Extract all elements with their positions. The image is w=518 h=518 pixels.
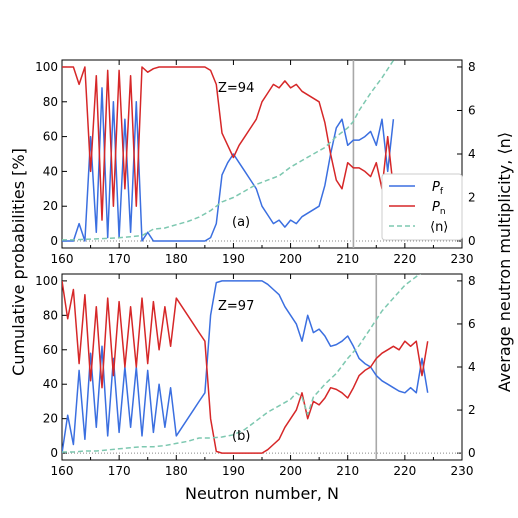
y-right-tick-label: 2: [468, 191, 476, 205]
x-tick-label: 170: [108, 464, 131, 478]
legend: Pf Pn ⟨n⟩: [381, 173, 463, 241]
x-tick-label: 190: [222, 464, 245, 478]
x-tick-label: 200: [279, 252, 302, 266]
y-tick-label: 80: [43, 308, 58, 322]
y-right-tick-label: 2: [468, 403, 476, 417]
x-tick-label: 210: [336, 252, 359, 266]
legend-box: [381, 173, 463, 241]
panel-label-b: (b): [232, 429, 250, 444]
annotation-z97: Z=97: [218, 299, 254, 314]
x-tick-label: 230: [451, 252, 474, 266]
series-line-pn: [62, 280, 429, 454]
y-tick-label: 60: [43, 343, 58, 357]
panel-a: 160 170 180 190 200 210 220 230 0 20 40 60 80 100 0 2 4 6…: [35, 59, 476, 266]
legend-label-n: ⟨n⟩: [430, 220, 448, 235]
y-axis-label-left: Cumulative probabilities [%]: [9, 148, 28, 376]
x-tick-label: 180: [165, 464, 188, 478]
x-tick-label: 200: [279, 464, 302, 478]
x-tick-label: 230: [451, 464, 474, 478]
panel-b: 160 170 180 190 200 210 220 230 0 20 40 60 80 100 0 2 4 6…: [35, 273, 476, 478]
panel-label-a: (a): [232, 215, 250, 230]
y-right-tick-label: 4: [468, 360, 476, 374]
y-tick-label: 40: [43, 164, 58, 178]
x-tick-label: 160: [51, 464, 74, 478]
x-tick-label: 210: [336, 464, 359, 478]
x-tick-label: 180: [165, 252, 188, 266]
y-tick-label: 0: [50, 234, 58, 248]
y-tick-label: 100: [35, 60, 58, 74]
legend-label-pf: Pf: [432, 180, 444, 197]
y-right-tick-label: 8: [468, 60, 476, 74]
x-tick-label: 220: [393, 252, 416, 266]
series-line-mean-n: [62, 60, 395, 241]
y-tick-label: 0: [50, 446, 58, 460]
y-tick-label: 40: [43, 377, 58, 391]
y-right-tick-label: 6: [468, 317, 476, 331]
series-line-mean-n: [62, 274, 421, 453]
y-tick-label: 80: [43, 95, 58, 109]
plot-frame: [61, 273, 463, 461]
y-tick-label: 20: [43, 412, 58, 426]
x-tick-label: 220: [393, 464, 416, 478]
x-axis-label: Neutron number, N: [185, 484, 339, 503]
series-line-pf: [62, 280, 429, 454]
series-line-pf: [62, 87, 395, 242]
ticks-b: 160 170 180 190 200 210 220 230 0 20 40 60 80 100 0 2 4 6…: [35, 274, 476, 478]
y-right-tick-label: 4: [468, 147, 476, 161]
y-tick-label: 100: [35, 274, 58, 288]
series-line-pn: [62, 66, 395, 221]
x-tick-label: 190: [222, 252, 245, 266]
y-right-tick-label: 6: [468, 103, 476, 117]
y-tick-label: 20: [43, 199, 58, 213]
series-b: [62, 274, 462, 460]
x-tick-label: 160: [51, 252, 74, 266]
y-tick-label: 60: [43, 130, 58, 144]
y-axis-label-right: Average neutron multiplicity, ⟨n⟩: [495, 132, 514, 392]
legend-label-pn: Pn: [432, 200, 446, 217]
x-tick-label: 170: [108, 252, 131, 266]
y-right-tick-label: 8: [468, 274, 476, 288]
y-right-tick-label: 0: [468, 446, 476, 460]
annotation-z94: Z=94: [218, 81, 254, 96]
series-a: [62, 60, 462, 248]
ticks-a: 160 170 180 190 200 210 220 230 0 20 40 60 80 100 0 2 4 6…: [35, 60, 476, 266]
y-right-tick-label: 0: [468, 234, 476, 248]
